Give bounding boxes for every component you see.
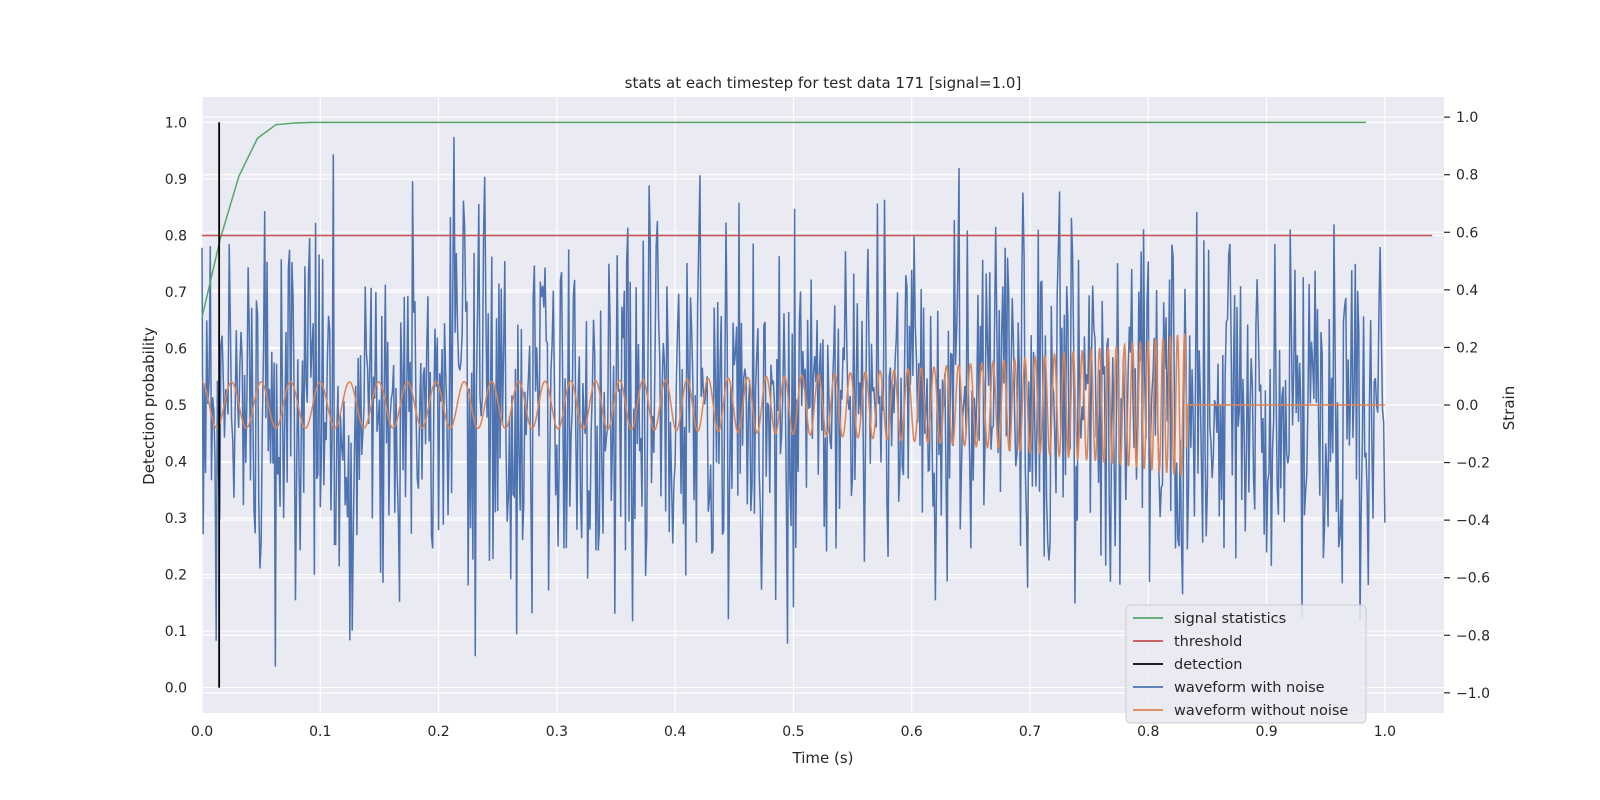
left-y-tick-label: 0.9 (165, 172, 187, 188)
left-axis-ticks: 0.0 0.1 0.2 0.3 0.4 0.5 0.6 0.7 0.8 0.9 1.0 (165, 115, 187, 696)
left-y-tick-label: 1.0 (165, 115, 187, 131)
legend-label: signal statistics (1174, 611, 1286, 627)
x-axis-ticks: 0.0 0.1 0.2 0.3 0.4 0.5 0.6 0.7 0.8 0.9 1.0 (191, 724, 1396, 740)
left-y-tick-label: 0.6 (165, 341, 187, 357)
x-tick-label: 0.6 (901, 724, 923, 740)
right-y-tick-label: 0.8 (1456, 168, 1478, 184)
x-tick-label: 0.5 (782, 724, 804, 740)
series-waveform-without-noise (201, 333, 1385, 476)
left-y-tick-label: 0.5 (165, 398, 187, 414)
left-y-tick-label: 0.3 (165, 511, 187, 527)
right-axis-label: Strain (1500, 386, 1518, 430)
left-y-tick-label: 0.8 (165, 228, 187, 244)
legend-label: waveform with noise (1174, 680, 1325, 696)
left-y-tick-label: 0.7 (165, 285, 187, 301)
right-y-tick-label: 0.2 (1456, 340, 1478, 356)
x-tick-label: 0.3 (546, 724, 568, 740)
legend-box (1125, 604, 1367, 724)
chart-title: stats at each timestep for test data 171… (625, 74, 1022, 92)
right-axis-ticks: −1.0 −0.8 −0.6 −0.4 −0.2 0.0 0.2 0.4 0.6 0.8 1.0 (1444, 110, 1490, 702)
right-y-tick-label: 0.4 (1456, 283, 1478, 299)
x-tick-label: 0.7 (1019, 724, 1041, 740)
x-tick-label: 1.0 (1374, 724, 1396, 740)
legend-label: detection (1174, 657, 1242, 673)
series-layer (201, 121, 1433, 688)
left-y-tick-label: 0.2 (165, 568, 187, 584)
legend: signal statistics threshold detection wavef… (1125, 604, 1367, 724)
x-tick-label: 0.1 (309, 724, 331, 740)
x-tick-label: 0.0 (191, 724, 213, 740)
x-tick-label: 0.4 (664, 724, 686, 740)
left-axis-label: Detection probability (140, 327, 158, 485)
right-y-tick-label: 0.0 (1456, 398, 1478, 414)
right-y-tick-label: 0.6 (1456, 225, 1478, 241)
legend-label: threshold (1174, 634, 1242, 650)
right-y-tick-label: −1.0 (1456, 686, 1490, 702)
left-y-tick-label: 0.0 (165, 681, 187, 697)
right-y-tick-label: −0.2 (1456, 456, 1490, 472)
right-y-tick-label: −0.6 (1456, 571, 1490, 587)
right-y-tick-label: −0.8 (1456, 628, 1490, 644)
series-waveform-with-noise (201, 136, 1386, 667)
series-signal-statistics (201, 121, 1366, 318)
x-tick-label: 0.2 (427, 724, 449, 740)
right-y-tick-label: 1.0 (1456, 110, 1478, 126)
right-y-tick-label: −0.4 (1456, 513, 1490, 529)
x-tick-label: 0.8 (1137, 724, 1159, 740)
x-tick-label: 0.9 (1255, 724, 1277, 740)
legend-label: waveform without noise (1174, 703, 1348, 719)
left-y-tick-label: 0.4 (165, 455, 187, 471)
x-axis-label: Time (s) (792, 749, 854, 767)
left-y-tick-label: 0.1 (165, 624, 187, 640)
